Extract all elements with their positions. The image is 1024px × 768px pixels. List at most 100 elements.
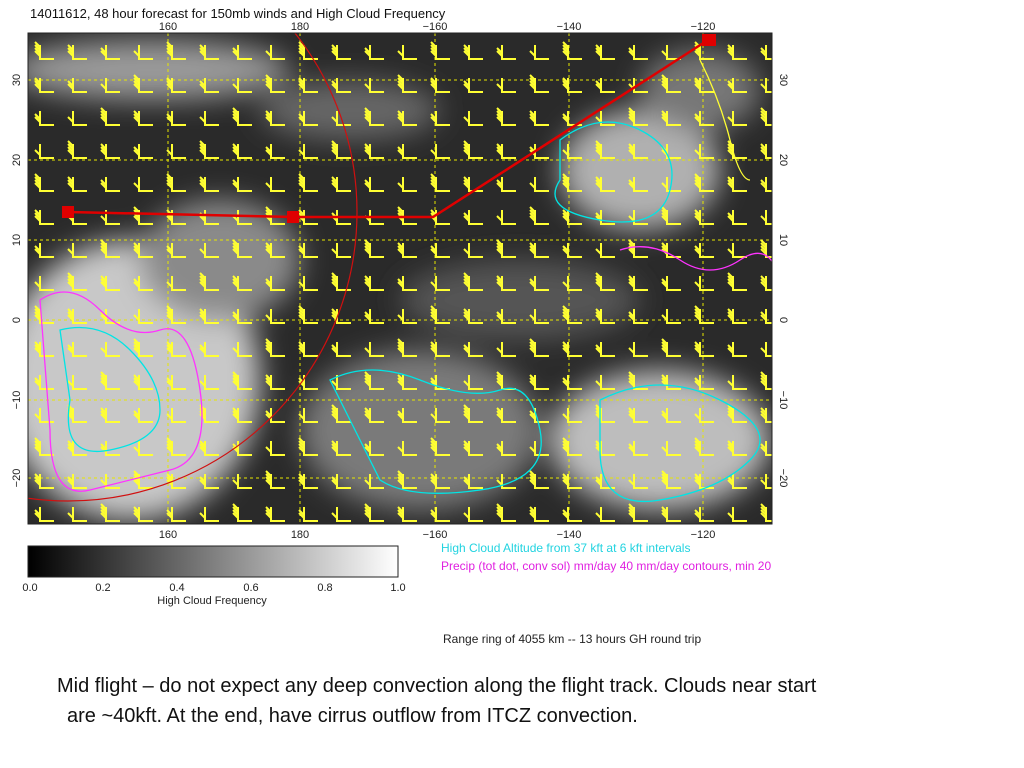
colorbar-ticks: 0.0 0.2 0.4 0.6 0.8 1.0 xyxy=(22,582,405,594)
wind-barb xyxy=(397,441,417,456)
wind-barb xyxy=(463,272,483,291)
wind-barb xyxy=(661,441,681,456)
wind-barb xyxy=(67,375,87,390)
wind-barb xyxy=(397,338,417,357)
lat-labels: 30 30 20 20 10 10 0 0 −10 −10 −20 −20 xyxy=(11,74,789,487)
lat-label: −10 xyxy=(777,391,789,410)
wind-barb xyxy=(628,143,648,159)
wind-barb xyxy=(34,341,54,357)
wind-barb xyxy=(331,507,351,522)
wind-barb xyxy=(397,276,417,291)
wind-barb xyxy=(199,342,219,357)
wind-barb xyxy=(199,375,219,390)
wind-barb xyxy=(232,107,252,126)
wind-barb xyxy=(100,371,120,390)
wind-barb xyxy=(496,210,516,225)
wind-barb xyxy=(496,503,516,522)
wind-barb xyxy=(166,276,186,291)
wind-barb xyxy=(265,309,285,324)
wind-barb xyxy=(760,275,772,291)
wind-barb xyxy=(34,437,54,456)
wind-barb xyxy=(67,404,87,423)
wind-barb xyxy=(628,107,648,126)
wind-barb xyxy=(34,507,54,522)
wind-barb xyxy=(67,78,87,93)
wind-barb xyxy=(397,309,417,324)
wind-barb xyxy=(661,338,681,357)
wind-barb xyxy=(694,375,714,390)
wind-barb xyxy=(265,177,285,192)
wind-barb xyxy=(562,437,582,456)
wind-barb xyxy=(364,371,384,390)
wind-barb xyxy=(463,111,483,126)
wind-barb xyxy=(727,375,747,390)
wind-barb xyxy=(694,276,714,291)
wind-barb xyxy=(760,78,772,93)
wind-barb xyxy=(397,506,417,522)
lat-label: −10 xyxy=(11,391,23,410)
lat-label: 30 xyxy=(777,74,789,86)
caption-line: Mid flight – do not expect any deep conv… xyxy=(57,675,817,697)
wind-barb xyxy=(67,308,87,324)
wind-barb xyxy=(199,111,219,126)
wind-barb xyxy=(100,503,120,522)
wind-barb xyxy=(628,342,648,357)
wind-barb xyxy=(199,44,219,60)
wind-barb xyxy=(694,473,714,489)
wind-barb xyxy=(562,507,582,522)
wind-barb xyxy=(529,177,549,192)
wind-barb xyxy=(100,143,120,159)
wind-barb xyxy=(430,305,450,324)
colorbar-tick: 0.6 xyxy=(243,582,258,594)
wind-barb xyxy=(595,440,615,456)
wind-barb xyxy=(463,78,483,93)
wind-barb xyxy=(496,45,516,60)
wind-barb xyxy=(529,441,549,456)
wind-barb xyxy=(760,342,772,357)
colorbar-tick: 0.4 xyxy=(169,582,184,594)
wind-barb xyxy=(496,143,516,159)
wind-barb xyxy=(364,275,384,291)
wind-barb xyxy=(430,507,450,522)
wind-barb xyxy=(67,440,87,456)
wind-barb xyxy=(463,474,483,489)
wind-barb xyxy=(430,276,450,291)
wind-barb xyxy=(694,41,714,60)
wind-barb xyxy=(133,338,153,357)
wind-barb xyxy=(265,242,285,258)
wind-barb xyxy=(265,74,285,93)
wind-barb xyxy=(727,140,747,159)
wind-barb xyxy=(364,503,384,522)
wind-barb xyxy=(364,45,384,60)
wind-barb xyxy=(67,342,87,357)
wind-barb xyxy=(562,473,582,489)
wind-barb xyxy=(364,143,384,159)
wind-barb xyxy=(727,404,747,423)
wind-barb xyxy=(397,110,417,126)
wind-barb xyxy=(661,309,681,324)
colorbar-tick: 0.8 xyxy=(317,582,332,594)
wind-barb xyxy=(232,177,252,192)
wind-barb xyxy=(199,243,219,258)
wind-barb xyxy=(595,507,615,522)
wind-barb xyxy=(760,407,772,423)
wind-barb xyxy=(727,308,747,324)
wind-barb xyxy=(133,470,153,489)
wind-barb xyxy=(199,272,219,291)
lat-label: 20 xyxy=(777,154,789,166)
wind-barb xyxy=(331,272,351,291)
wind-barb xyxy=(67,507,87,522)
wind-barbs xyxy=(34,41,772,522)
wind-barb xyxy=(628,239,648,258)
wind-barb xyxy=(298,77,318,93)
wind-barb xyxy=(595,78,615,93)
wind-barb xyxy=(397,74,417,93)
wind-barb xyxy=(463,176,483,192)
wind-barb xyxy=(166,111,186,126)
wind-barb xyxy=(727,78,747,93)
wind-barb xyxy=(100,210,120,225)
wind-barb xyxy=(133,206,153,225)
wind-barb xyxy=(430,111,450,126)
range-note: Range ring of 4055 km -- 13 hours GH rou… xyxy=(443,632,701,646)
wind-barb xyxy=(331,375,351,390)
